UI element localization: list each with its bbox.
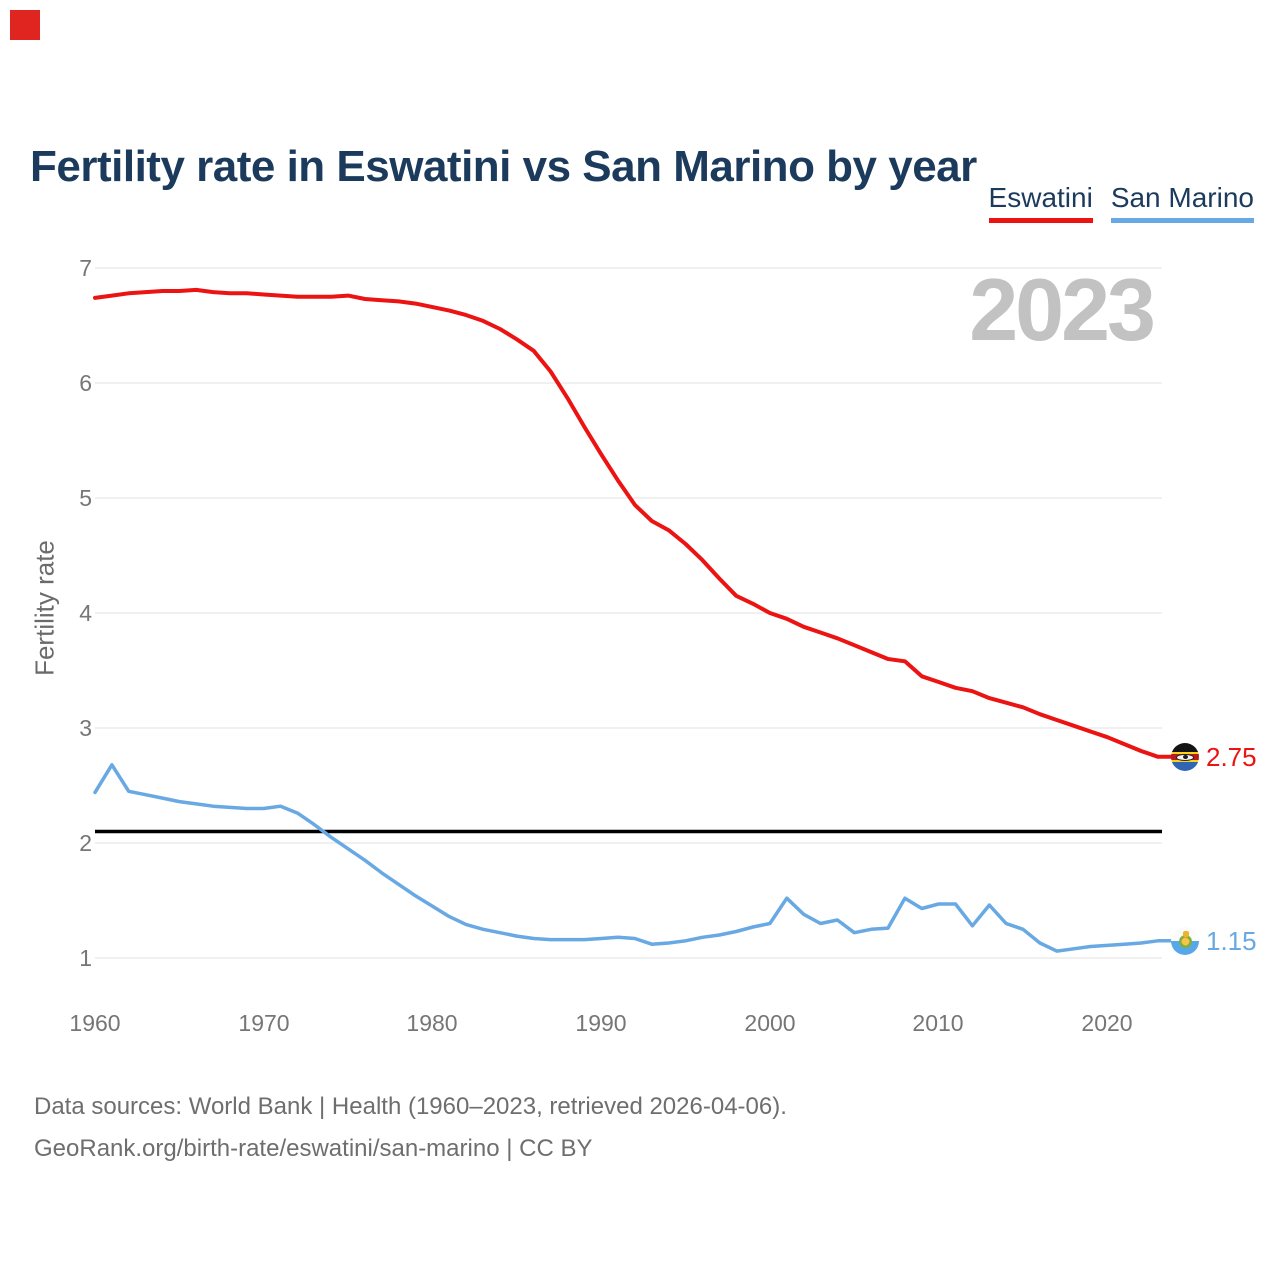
eswatini-line bbox=[93, 287, 1173, 759]
san-marino-end-value: 1.15 bbox=[1206, 926, 1257, 956]
y-tick-7: 7 bbox=[79, 255, 92, 281]
x-tick-2020: 2020 bbox=[1081, 1010, 1133, 1036]
legend: Eswatini San Marino bbox=[988, 183, 1254, 223]
x-tick-1970: 1970 bbox=[238, 1010, 290, 1036]
footer: Data sources: World Bank | Health (1960–… bbox=[34, 1086, 787, 1170]
y-tick-2: 2 bbox=[79, 830, 92, 856]
eswatini-end-value: 2.75 bbox=[1206, 742, 1257, 772]
y-tick-4: 4 bbox=[79, 600, 92, 626]
legend-item-san-marino[interactable]: San Marino bbox=[1110, 183, 1254, 223]
year-watermark: 2023 bbox=[969, 260, 1156, 359]
san-marino-line bbox=[93, 763, 1173, 953]
x-tick-2000: 2000 bbox=[744, 1010, 796, 1036]
gridlines bbox=[95, 267, 1162, 959]
x-tick-1990: 1990 bbox=[575, 1010, 627, 1036]
y-tick-1: 1 bbox=[79, 945, 92, 971]
footer-sources: Data sources: World Bank | Health (1960–… bbox=[34, 1093, 787, 1120]
x-tick-2010: 2010 bbox=[912, 1010, 964, 1036]
page-title: Fertility rate in Eswatini vs San Marino… bbox=[30, 142, 977, 192]
legend-item-eswatini[interactable]: Eswatini bbox=[988, 183, 1093, 223]
y-tick-5: 5 bbox=[79, 485, 92, 511]
corner-marker bbox=[10, 10, 40, 40]
y-tick-3: 3 bbox=[79, 715, 92, 741]
san-marino-flag-icon bbox=[1171, 927, 1199, 955]
eswatini-flag-icon bbox=[1171, 743, 1199, 771]
x-tick-1980: 1980 bbox=[406, 1010, 458, 1036]
y-tick-6: 6 bbox=[79, 370, 92, 396]
footer-attribution: GeoRank.org/birth-rate/eswatini/san-mari… bbox=[34, 1135, 593, 1162]
x-tick-1960: 1960 bbox=[69, 1010, 121, 1036]
